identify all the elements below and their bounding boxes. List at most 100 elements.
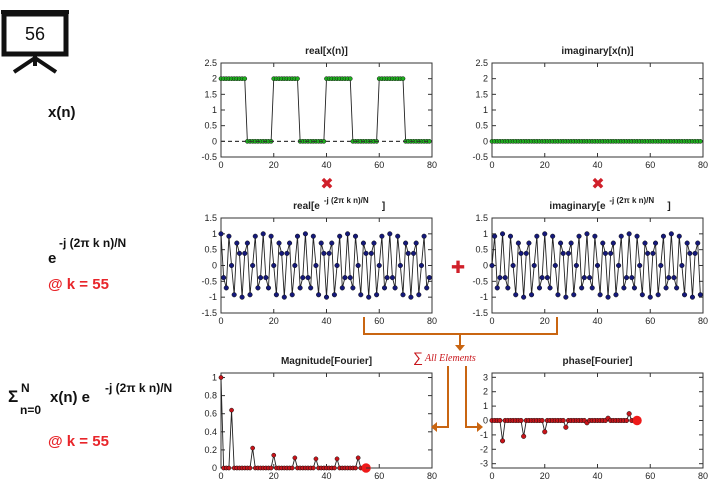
data-point (263, 275, 269, 281)
data-point (534, 233, 540, 239)
data-point (294, 233, 301, 239)
x-tick-label: 20 (269, 316, 279, 326)
data-point (295, 76, 300, 82)
data-point (231, 292, 237, 298)
data-point (408, 294, 414, 300)
y-tick-label: 0 (483, 136, 488, 146)
data-point (660, 233, 666, 239)
arrow-head-icon (477, 422, 483, 432)
data-point (268, 465, 274, 471)
data-point (226, 465, 232, 471)
y-tick-label: -2 (480, 444, 488, 454)
y-tick-label: 1 (483, 105, 488, 115)
data-point (689, 294, 696, 300)
data-point (247, 465, 253, 471)
plot-imag-kernel: imaginary[e-j (2π k n)/N] 1.5 1 0.5 0 -0.5 -1 -… (472, 196, 708, 326)
y-tick-label: 1 (212, 373, 217, 383)
sum-expression: x(n) e (50, 389, 90, 406)
data-point (684, 240, 690, 246)
data-point (287, 240, 293, 246)
data-point (384, 275, 390, 281)
data-point (381, 285, 388, 291)
data-point (571, 292, 577, 298)
data-point (292, 262, 298, 269)
data-point (229, 407, 234, 413)
plot-title-exponent: -j (2π k n)/N (609, 196, 654, 205)
slide-number: 56 (25, 24, 45, 44)
data-point (698, 138, 703, 144)
data-point (297, 285, 303, 291)
data-point (589, 285, 595, 291)
data-point (613, 292, 619, 298)
data-point (376, 262, 382, 269)
data-point (242, 76, 248, 82)
data-point (244, 240, 250, 246)
data-point (310, 233, 316, 239)
x-tick-label: 80 (427, 160, 437, 170)
x-tick-label: 80 (427, 471, 437, 481)
data-point (558, 240, 564, 246)
dft-sum-label: Σ N n=0 x(n) e -j (2π k n)/N (8, 381, 172, 417)
x-tick-label: 80 (427, 316, 437, 326)
y-tick-label: 0.5 (204, 121, 217, 131)
data-point (494, 285, 500, 291)
data-point (610, 240, 616, 246)
sum-all-elements-label: ∑ All Elements (413, 349, 476, 365)
data-point (305, 275, 311, 281)
data-point (666, 275, 672, 281)
data-point (518, 417, 524, 424)
y-tick-label: 1 (483, 229, 488, 239)
data-point (594, 262, 601, 269)
plot-title: phase[Fourier] (562, 356, 632, 367)
plot-title: Magnitude[Fourier] (281, 356, 372, 367)
y-tick-label: 1.5 (204, 89, 217, 99)
data-point (379, 233, 385, 239)
data-point (271, 262, 277, 269)
y-tick-label: 1.5 (475, 89, 488, 99)
data-point (497, 275, 503, 281)
data-point (631, 285, 637, 291)
sum-arrows (363, 317, 558, 428)
y-tick-label: 0 (483, 416, 488, 426)
data-point (260, 231, 266, 237)
data-point (581, 275, 587, 281)
x-tick-label: 60 (645, 316, 655, 326)
data-point (497, 417, 503, 424)
x-tick-label: 40 (321, 316, 331, 326)
data-point (374, 292, 380, 298)
data-point (523, 250, 529, 256)
kernel-k-note: @ k = 55 (48, 276, 109, 293)
arrow-head-icon (455, 345, 465, 351)
x-tick-label: 60 (374, 471, 384, 481)
data-point (331, 292, 337, 298)
data-point (695, 240, 701, 246)
sum-upper-limit: N (21, 381, 30, 395)
data-point (326, 250, 332, 256)
data-point (536, 285, 543, 291)
data-point (368, 250, 374, 256)
plot-real-x: real[x(n)]2.521.510.50-0.50 20 40 60 80 (201, 46, 437, 170)
data-point (492, 233, 498, 239)
data-point (568, 240, 574, 246)
data-point (234, 240, 240, 246)
data-point (334, 262, 340, 269)
y-tick-label: 1 (212, 229, 217, 239)
x-tick-label: 0 (218, 160, 223, 170)
y-tick-label: -1 (480, 292, 488, 302)
y-tick-label: 1 (483, 401, 488, 411)
data-point (500, 231, 506, 237)
data-point (563, 424, 569, 430)
data-point (521, 433, 527, 439)
data-point (339, 285, 345, 291)
data-point (424, 285, 430, 291)
data-point (518, 250, 524, 256)
data-point (605, 294, 611, 300)
data-point (405, 250, 411, 256)
plot-title: imaginary[x(n)] (561, 46, 633, 57)
data-point (258, 275, 264, 281)
y-tick-label: 3 (483, 372, 488, 382)
plot-title-exponent: -j (2π k n)/N (324, 196, 369, 205)
data-point (318, 240, 324, 246)
data-point (218, 375, 224, 380)
data-point (371, 240, 377, 246)
